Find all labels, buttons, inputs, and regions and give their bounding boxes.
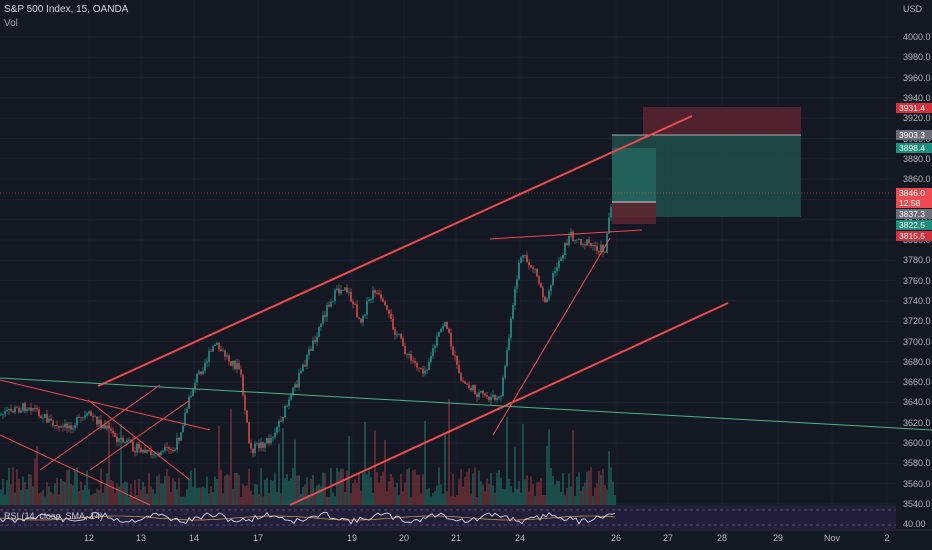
channel-upper-line[interactable] (97, 115, 693, 387)
green-trend-line[interactable] (0, 377, 932, 431)
rsi-pane (0, 507, 896, 529)
price-tick-label: 3880.0 (903, 153, 931, 164)
drawings (0, 107, 932, 506)
target-price-tag: 3898.4 (896, 143, 932, 153)
price-tick-label: 3540.0 (903, 498, 931, 509)
time-tick-label: 27 (662, 533, 674, 543)
volume-bars (0, 399, 616, 505)
price-tick-label: 3740.0 (903, 295, 931, 306)
left-line-1[interactable] (0, 379, 211, 431)
left-line-2[interactable] (0, 434, 151, 506)
level-tag-2: 3822.5 (896, 220, 932, 230)
rsi-indicator-label[interactable]: RSI (14, close, SMA, 14) (4, 511, 104, 521)
last-price-tag: 3846.0 (896, 188, 932, 198)
price-tick-label: 3940.0 (903, 92, 931, 103)
time-tick-label: 21 (450, 533, 462, 543)
price-tick-label: 3580.0 (903, 458, 931, 469)
time-tick-label: 26 (610, 533, 622, 543)
price-tick-label: 3720.0 (903, 316, 931, 327)
entry-price-tag: 3903.3 (896, 130, 932, 140)
time-tick-label: 17 (252, 533, 264, 543)
entry-stop-zone[interactable] (612, 202, 656, 224)
price-tick-label: 3820.0 (903, 215, 931, 225)
stop-price-tag: 3931.4 (896, 103, 932, 113)
chart-title[interactable]: S&P 500 Index, 15, OANDA (4, 4, 129, 15)
currency-label: USD (903, 4, 923, 14)
time-tick-label: 24 (514, 533, 526, 543)
price-tick-label: 3960.0 (903, 72, 931, 83)
candles (0, 187, 616, 459)
level-tag-3: 3815.5 (896, 231, 932, 241)
channel-lower-line[interactable] (289, 302, 729, 506)
price-tick-label: 3660.0 (903, 377, 931, 388)
price-tick-label: 3860.0 (903, 174, 931, 185)
time-tick-label: Nov (823, 533, 841, 543)
level-tag-1: 3837.3 (896, 209, 932, 219)
entry-zone[interactable] (612, 148, 656, 202)
price-tick-label: 3980.0 (903, 52, 931, 63)
steep-trend-line[interactable] (492, 237, 611, 436)
time-tick-label: 13 (135, 533, 147, 543)
price-tick-label: 3560.0 (903, 478, 931, 489)
left-line-3[interactable] (39, 384, 161, 471)
time-tick-label: 29 (772, 533, 784, 543)
left-line-5[interactable] (87, 399, 191, 481)
price-tick-label: 3600.0 (903, 438, 931, 448)
price-tick-label: 3700.0 (903, 336, 931, 347)
rsi-axis-label: 40.00 (903, 519, 926, 529)
price-tick-label: 3920.0 (903, 113, 931, 124)
time-tick-label: 2 (884, 533, 890, 543)
time-tick-label: 14 (188, 533, 200, 543)
price-tick-label: 3680.0 (903, 356, 931, 367)
bar-countdown: 12:58 (896, 198, 932, 208)
price-tick-label: 3640.0 (903, 397, 931, 408)
grid (0, 36, 896, 505)
volume-indicator-label[interactable]: Vol (4, 18, 18, 29)
price-tick-label: 3760.0 (903, 275, 931, 286)
stop-zone[interactable] (643, 107, 801, 135)
time-tick-label: 20 (398, 533, 410, 543)
time-tick-label: 19 (346, 533, 358, 543)
left-line-4[interactable] (89, 399, 191, 471)
time-tick-label: 28 (716, 533, 728, 543)
price-tick-label: 4000.0 (903, 32, 931, 42)
time-tick-label: 12 (83, 533, 95, 543)
price-tick-label: 3780.0 (903, 255, 931, 266)
price-tick-label: 3620.0 (903, 417, 931, 428)
resistance-line[interactable] (489, 229, 643, 240)
